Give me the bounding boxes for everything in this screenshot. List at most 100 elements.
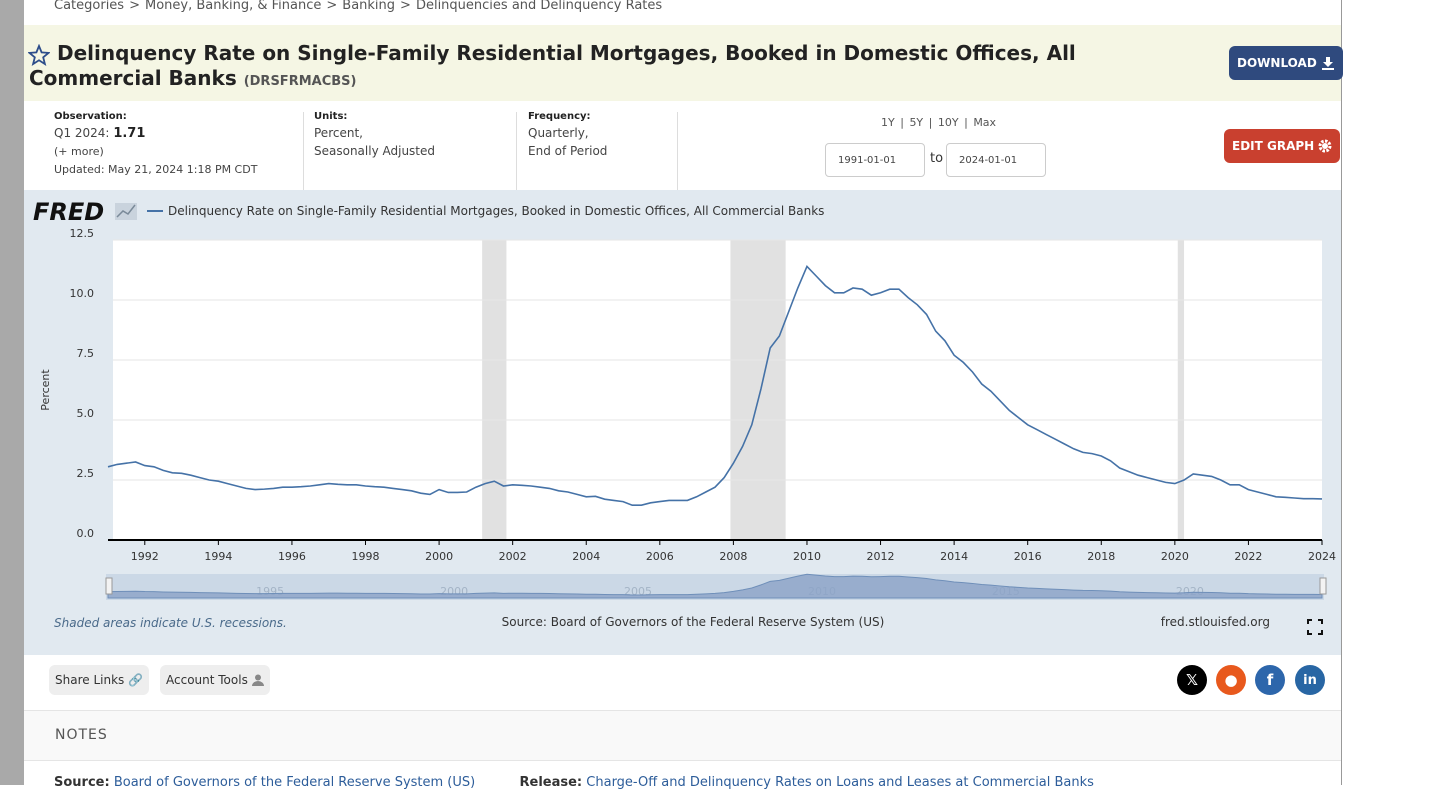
share-facebook[interactable]: f <box>1255 665 1285 695</box>
units-block: Units: Percent, Seasonally Adjusted <box>314 111 435 160</box>
frequency-line: Quarterly, <box>528 126 589 140</box>
link-icon: 🔗 <box>128 673 144 687</box>
observation-value: 1.71 <box>113 126 146 141</box>
x-tick-label: 2016 <box>1014 550 1042 563</box>
range-link[interactable]: 1Y <box>881 116 895 129</box>
title-text: Delinquency Rate on Single-Family Reside… <box>29 41 1076 90</box>
share-linkedin[interactable]: in <box>1295 665 1325 695</box>
download-label: DOWNLOAD <box>1237 56 1317 70</box>
chart: FRED Delinquency Rate on Single-Family R… <box>33 198 1336 635</box>
crumb-sep: > <box>326 0 338 13</box>
user-icon <box>251 674 264 686</box>
account-tools[interactable]: Account Tools <box>160 665 270 695</box>
share-links-label: Share Links <box>55 673 125 687</box>
crumb-sep: > <box>400 0 411 13</box>
fullscreen-icon[interactable] <box>1307 619 1323 635</box>
observation-period: Q1 2024: <box>54 126 110 140</box>
favorite-star[interactable] <box>28 44 50 66</box>
crumb-link[interactable]: Delinquencies and Delinquency Rates <box>415 0 663 13</box>
download-button[interactable]: DOWNLOAD <box>1229 46 1343 80</box>
range-link[interactable]: 5Y <box>909 116 924 129</box>
units-label: Units: <box>314 111 348 122</box>
separator <box>303 112 304 190</box>
x-tick-label: 1998 <box>352 550 380 563</box>
logo-icon-line <box>116 204 136 218</box>
range-link[interactable]: 10Y <box>937 116 959 129</box>
x-tick-label: 2004 <box>572 550 600 563</box>
observation-label: Observation: <box>54 111 127 122</box>
toolbar <box>24 655 1341 711</box>
start-date[interactable]: 1991-01-01 <box>825 143 925 177</box>
date-to: to <box>930 151 944 166</box>
title-bar: Delinquency Rate on Single-Family Reside… <box>24 25 1343 101</box>
recession-band <box>1177 240 1185 540</box>
observation-block: Observation: Q1 2024: 1.71 (+ more) Upda… <box>54 111 257 179</box>
edit-graph-button[interactable]: EDIT GRAPH <box>1224 129 1341 163</box>
observation-line: Q1 2024: 1.71 <box>54 124 257 143</box>
series-id: (DRSFRMACBS) <box>243 74 357 89</box>
x-tick-label: 2014 <box>940 550 968 563</box>
range-links: 1Y | 5Y | 10Y | Max <box>881 116 996 129</box>
navigator-area <box>107 573 1323 599</box>
source-link[interactable]: Board of Governors of the Federal Reserv… <box>113 775 476 790</box>
crumb-link[interactable]: Money, Banking, & Finance <box>144 0 322 13</box>
recession-band <box>482 240 507 540</box>
range-sep: | <box>928 116 933 129</box>
separator <box>516 112 517 190</box>
source-label: Source: <box>54 775 110 790</box>
breadcrumb: Categories > Money, Banking, & Finance > Ban… <box>54 0 667 13</box>
frequency-label: Frequency: <box>528 111 591 122</box>
x-tick-label: 1992 <box>131 550 159 563</box>
frequency-line: End of Period <box>528 144 608 158</box>
release-link[interactable]: Charge-Off and Delinquency Rates on Loan… <box>586 775 1094 790</box>
download-icon <box>1321 57 1334 70</box>
separator <box>677 112 678 190</box>
share-x[interactable]: 𝕏 <box>1177 665 1207 695</box>
x-tick-label: 2000 <box>425 550 453 563</box>
left-gutter <box>0 0 24 785</box>
logo-icon <box>115 203 137 220</box>
recession-note: Shaded areas indicate U.S. recessions. <box>54 616 287 630</box>
notes-sources: Source: Board of Governors of the Federa… <box>54 775 1094 790</box>
y-tick-label: 0.0 <box>77 527 95 540</box>
y-axis-label: Percent <box>39 369 52 411</box>
crumb-sep: > <box>129 0 140 13</box>
series-title: Delinquency Rate on Single-Family Reside… <box>29 41 1199 94</box>
page-edge <box>1341 0 1342 785</box>
data-line <box>107 264 1323 506</box>
release-label: Release: <box>519 775 583 790</box>
navigator-handle[interactable] <box>105 577 113 595</box>
share-reddit[interactable]: ● <box>1216 665 1246 695</box>
range-link[interactable]: Max <box>973 116 997 129</box>
source: Source: Board of Governors of the Federa… <box>502 615 885 629</box>
y-tick-label: 7.5 <box>77 347 95 360</box>
notes-header <box>24 711 1341 761</box>
navigator-handle[interactable] <box>1319 577 1327 595</box>
x-tick-label: 2010 <box>793 550 821 563</box>
x-tick-label: 2006 <box>646 550 674 563</box>
range-sep: | <box>964 116 968 129</box>
x-tick-label: 2012 <box>867 550 895 563</box>
x-tick-label: 2024 <box>1308 550 1336 563</box>
edit-graph-label: EDIT GRAPH <box>1232 139 1315 153</box>
plot-area <box>113 240 1322 540</box>
crumb-link[interactable]: Banking <box>342 0 396 13</box>
share-links[interactable]: Share Links 🔗 <box>49 665 150 695</box>
range-sep: | <box>900 116 904 129</box>
crumb-link[interactable]: Categories <box>54 0 125 13</box>
x-tick-label: 2008 <box>719 550 747 563</box>
more-link[interactable]: (+ more) <box>54 145 104 158</box>
x-tick-label: 1994 <box>204 550 232 563</box>
y-tick-label: 12.5 <box>70 227 95 240</box>
frequency-block: Frequency: Quarterly, End of Period <box>528 111 607 160</box>
x-tick-label: 2022 <box>1234 550 1262 563</box>
y-tick-label: 10.0 <box>70 287 95 300</box>
end-date[interactable]: 2024-01-01 <box>946 143 1046 177</box>
units-line: Seasonally Adjusted <box>314 144 436 158</box>
account-tools-label: Account Tools <box>166 673 248 687</box>
x-tick-label: 1996 <box>278 550 306 563</box>
gear-icon <box>1318 139 1332 153</box>
fred-logo: FRED <box>33 198 104 226</box>
